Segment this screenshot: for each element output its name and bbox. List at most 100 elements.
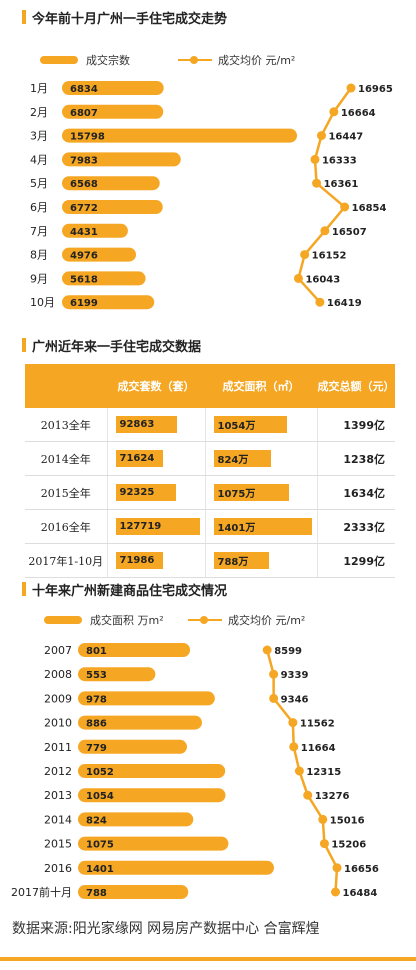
price-point [315,297,325,307]
category-label: 2月 [30,106,48,119]
price-value-label: 16043 [305,274,340,285]
category-label: 9月 [30,272,48,285]
legend-line-swatch [178,55,212,65]
bottom-divider [0,957,416,961]
section3-legend-bar: 成交面积 万m² [44,612,164,628]
price-value-label: 16419 [327,298,362,309]
table-header-units: 成交套数（套） [107,364,205,408]
category-label: 5月 [30,177,48,190]
area-cell: 1075万 [204,475,317,510]
units-cell: 92863 [106,408,205,442]
bar [78,764,226,778]
bar [78,739,187,754]
price-value-label: 16965 [358,84,393,95]
bar-value-label: 6807 [70,108,98,119]
bar-value-label: 1054 [86,791,114,802]
area-cell: 1401万 [204,509,317,544]
price-value-label: 16507 [332,227,367,238]
category-label: 2015 [44,838,72,851]
category-label: 4月 [30,153,48,166]
price-point [332,863,342,873]
bar [78,860,274,875]
price-value-label: 16664 [341,108,376,119]
bar-value-label: 6199 [70,298,98,309]
bar [78,788,226,803]
category-label: 8月 [30,249,48,262]
legend-bar-label: 成交宗数 [86,54,130,67]
bar [78,812,194,827]
section1-legend-bar: 成交宗数 [40,52,130,68]
row-year: 2017年1-10月 [25,543,107,578]
bar-value-label: 4431 [70,227,98,238]
price-value-label: 11562 [300,719,335,730]
bar-value-label: 779 [86,743,107,754]
category-label: 2008 [44,668,72,681]
category-label: 2012 [44,765,72,778]
price-point [346,83,356,93]
area-bar: 1054万 [213,416,288,433]
price-point [300,250,310,260]
bar [62,128,297,143]
category-label: 2007 [44,644,72,657]
bar [62,152,181,167]
section3-legend-line: 成交均价 元/m² [188,612,305,628]
bar-value-label: 1075 [86,840,114,851]
bar [62,295,155,310]
price-point [289,742,299,752]
bar-value-label: 6834 [70,84,98,95]
total-cell: 1238亿 [316,441,395,476]
bar-value-label: 6568 [70,179,98,190]
data-source: 数据来源:阳光家缘网 网易房产数据中心 合富辉煌 [12,921,320,937]
bar-value-label: 788 [86,888,107,899]
area-bar: 788万 [213,552,269,569]
units-bar: 127719 [115,518,200,535]
units-bar: 71986 [115,552,163,569]
price-point [318,814,328,824]
section3-title-text: 十年来广州新建商品住宅成交情况 [32,583,228,599]
annual-data-table: 成交套数（套） 成交面积（㎡） 成交总额（元） 2013全年 92863 1054万… [25,364,395,578]
price-point [269,669,279,679]
units-cell: 92325 [106,475,205,510]
bar-value-label: 4976 [70,251,98,262]
price-value-label: 16656 [344,864,379,875]
row-year: 2014全年 [25,441,107,476]
table-header-area: 成交面积（㎡） [205,364,317,408]
bar-value-label: 553 [86,670,107,681]
legend-line-swatch [188,615,222,625]
row-year: 2013全年 [25,408,107,442]
category-label: 2016 [44,862,72,875]
price-value-label: 16854 [352,203,387,214]
section2-title-text: 广州近年来一手住宅成交数据 [32,339,202,355]
price-value-label: 15206 [331,840,366,851]
bar-value-label: 886 [86,719,107,730]
table-header-total: 成交总额（元） [317,364,395,408]
bar [78,643,191,657]
units-cell: 71624 [106,441,205,476]
legend-bar-swatch [44,616,82,624]
price-value-label: 16361 [324,179,359,190]
table-row: 2015全年 92325 1075万 1634亿 [25,475,395,510]
legend-line-label: 成交均价 元/m² [218,54,296,67]
row-year: 2016全年 [25,509,107,544]
category-label: 2010 [44,717,72,730]
price-point [262,645,272,655]
title-marker [22,10,26,24]
title-marker [22,582,26,596]
table-header-row: 成交套数（套） 成交面积（㎡） 成交总额（元） [25,364,395,408]
price-value-label: 8599 [274,646,302,657]
bar-value-label: 1401 [86,864,114,875]
bar [62,200,163,214]
category-label: 2014 [44,813,72,826]
category-label: 2009 [44,692,72,705]
price-point [310,154,320,164]
title-marker [22,338,26,352]
bar [62,104,164,119]
price-point [320,226,330,236]
bar [62,247,137,262]
total-cell: 1634亿 [316,475,395,510]
area-bar: 824万 [213,450,272,467]
total-cell: 1299亿 [316,543,395,578]
price-value-label: 9339 [281,670,309,681]
price-value-label: 16447 [328,132,363,143]
price-value-label: 16484 [343,888,378,899]
